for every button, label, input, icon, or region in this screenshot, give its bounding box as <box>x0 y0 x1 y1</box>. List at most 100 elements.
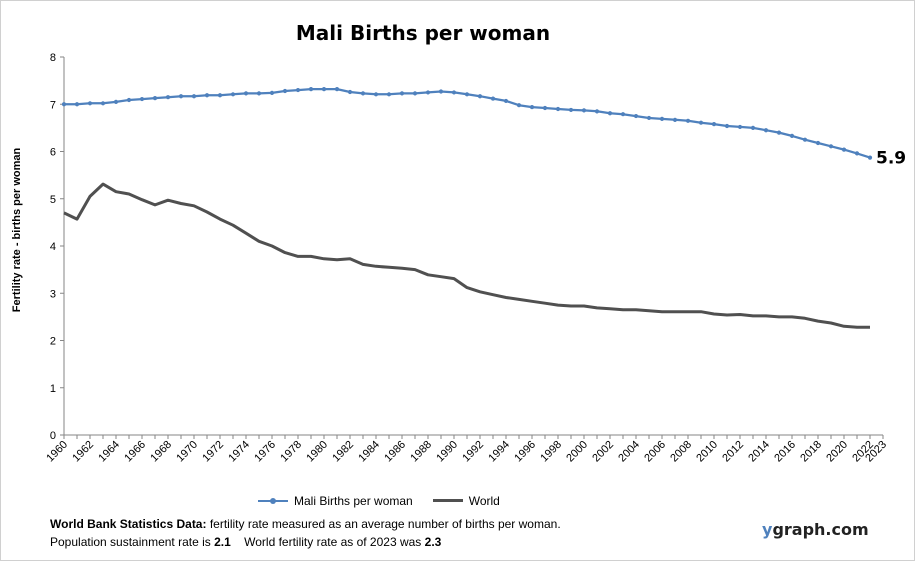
data-point-mali <box>828 144 834 149</box>
data-point-mali <box>438 89 444 94</box>
data-point-mali <box>581 108 587 113</box>
line-chart: Mali Births per woman Fertility rate - b… <box>11 21 906 464</box>
data-point-mali <box>243 91 249 96</box>
y-axis-label: Fertility rate - births per woman <box>11 148 23 313</box>
x-tick-label: 1962 <box>70 439 96 465</box>
data-point-mali <box>87 101 93 106</box>
data-point-mali <box>451 90 457 95</box>
x-tick-label: 1966 <box>122 439 148 465</box>
data-point-mali <box>373 92 379 97</box>
x-tick-label: 1972 <box>200 439 226 465</box>
x-tick-label: 2004 <box>616 439 642 465</box>
x-tick-label: 1970 <box>174 439 200 465</box>
data-point-mali <box>217 93 223 98</box>
data-point-mali <box>152 96 158 101</box>
data-point-mali <box>529 104 535 110</box>
data-point-mali <box>334 87 340 92</box>
legend-swatch-world <box>432 496 463 506</box>
data-point-mali <box>477 94 483 99</box>
data-point-mali <box>607 111 613 116</box>
data-point-mali <box>165 95 171 100</box>
x-tick-label: 1968 <box>148 439 174 465</box>
x-tick-label: 1996 <box>512 439 538 465</box>
data-point-mali <box>776 130 782 135</box>
data-point-mali <box>503 98 509 104</box>
data-point-mali <box>295 87 301 93</box>
series-group <box>61 87 873 329</box>
footnote-sustainment-text: Population sustainment rate is <box>50 535 215 549</box>
data-point-mali <box>555 106 561 112</box>
data-point-mali <box>412 91 418 96</box>
footnote-line-1: World Bank Statistics Data: fertility ra… <box>50 517 561 531</box>
y-tick-label: 1 <box>50 383 56 395</box>
y-tick-label: 3 <box>50 288 56 300</box>
x-tick-label: 2000 <box>564 439 590 465</box>
data-point-mali <box>256 91 262 96</box>
legend-item-mali: Mali Births per woman <box>258 494 413 508</box>
data-point-mali <box>594 109 600 114</box>
series-line-mali <box>64 87 871 159</box>
brand-logo: ygraph.com <box>762 520 869 539</box>
data-point-mali <box>490 96 496 101</box>
footnote-world-value: 2.3 <box>424 535 442 549</box>
footnote-sustainment-value: 2.1 <box>214 535 231 549</box>
data-point-mali <box>698 120 704 125</box>
brand-y: y <box>762 520 773 539</box>
data-point-mali <box>659 116 665 121</box>
brand-rest: graph.com <box>772 520 869 539</box>
data-point-mali <box>113 99 119 104</box>
x-tick-label: 1964 <box>96 439 122 465</box>
data-point-mali <box>672 117 678 122</box>
x-tick-label: 2008 <box>668 439 694 465</box>
x-tick-label: 1960 <box>44 439 70 465</box>
data-point-mali <box>685 118 691 123</box>
data-point-mali <box>191 94 197 99</box>
footnote-line-2: Population sustainment rate is 2.1 World… <box>50 535 441 549</box>
series-line-world <box>63 182 870 329</box>
footnote-world-text: World fertility rate as of 2023 was <box>230 535 425 549</box>
data-point-mali <box>269 90 275 96</box>
data-point-mali <box>516 103 522 108</box>
data-point-mali <box>841 147 847 152</box>
x-tick-label: 2016 <box>772 439 798 465</box>
data-point-mali <box>724 123 730 129</box>
x-tick-label: 1982 <box>330 439 356 465</box>
x-tick-label: 1998 <box>538 439 564 465</box>
y-tick-label: 7 <box>50 99 56 111</box>
x-tick-label: 1994 <box>486 439 512 465</box>
data-point-mali <box>321 87 327 92</box>
data-point-mali <box>464 92 470 97</box>
data-point-mali <box>750 125 756 130</box>
data-point-mali <box>399 91 405 96</box>
chart-title: Mali Births per woman <box>296 21 550 45</box>
x-tick-label: 2002 <box>590 439 616 465</box>
y-tick-label: 2 <box>50 336 56 348</box>
x-tick-label: 1974 <box>226 439 252 465</box>
legend: Mali Births per woman World <box>258 494 520 508</box>
data-point-mali <box>308 87 314 92</box>
data-point-mali <box>867 155 873 160</box>
x-tick-label: 1986 <box>382 439 408 465</box>
data-point-mali <box>230 92 236 97</box>
data-point-mali <box>789 133 795 139</box>
data-point-mali <box>61 102 67 107</box>
legend-item-world: World <box>432 494 500 508</box>
data-point-mali <box>763 128 769 133</box>
data-point-mali <box>139 96 145 102</box>
data-point-mali <box>737 124 743 130</box>
data-point-mali <box>620 112 626 117</box>
legend-swatch-mali <box>258 496 288 506</box>
x-tick-label: 1976 <box>252 439 278 465</box>
data-point-mali <box>633 113 639 119</box>
x-tick-label: 2014 <box>746 439 772 465</box>
data-point-mali <box>711 121 717 127</box>
data-point-mali <box>178 94 184 99</box>
x-tick-label: 1984 <box>356 439 382 465</box>
legend-label-world: World <box>468 494 500 508</box>
footnote-source: World Bank Statistics Data: <box>50 517 207 531</box>
data-point-mali <box>100 101 106 106</box>
x-tick-label: 1992 <box>460 439 486 465</box>
y-tick-label: 5 <box>50 194 56 206</box>
x-tick-label: 2006 <box>642 439 668 465</box>
